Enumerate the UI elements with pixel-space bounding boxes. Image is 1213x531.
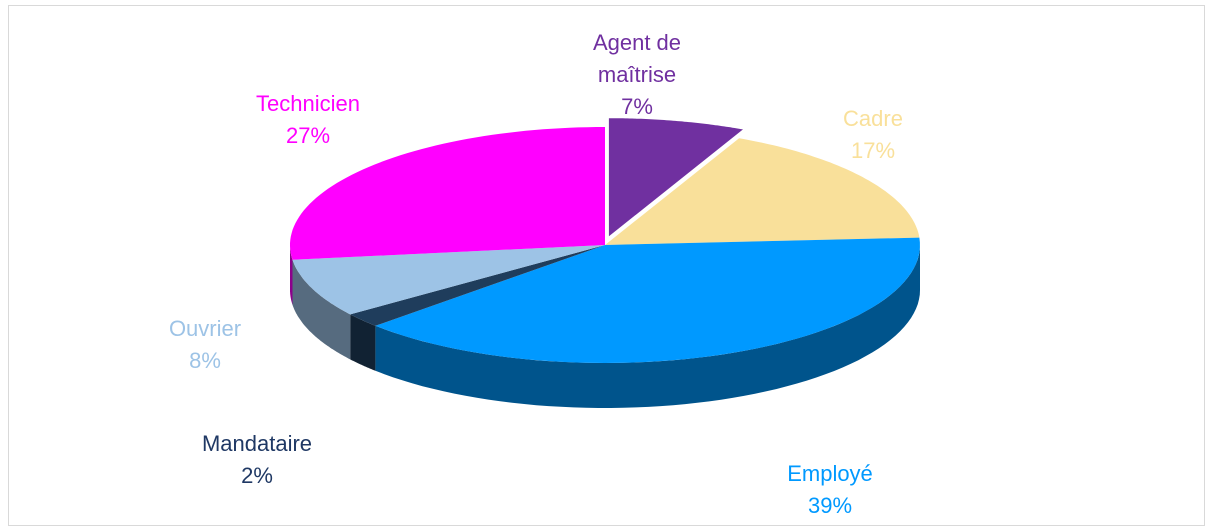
slice-label: Cadre 17% bbox=[813, 103, 933, 167]
value-label: 2% bbox=[241, 463, 273, 488]
slice-label: Mandataire 2% bbox=[177, 428, 337, 492]
slice bbox=[350, 245, 605, 326]
category-name: Ouvrier bbox=[168, 316, 242, 341]
value-label: 8% bbox=[189, 348, 221, 373]
slice bbox=[605, 138, 920, 245]
category-name: Agent de maîtrise bbox=[592, 30, 682, 87]
value-label: 27% bbox=[285, 123, 331, 148]
slice-side bbox=[290, 245, 293, 305]
category-name: Mandataire bbox=[201, 431, 313, 456]
slice-side bbox=[350, 314, 376, 371]
slice-side bbox=[292, 259, 351, 360]
slice-label: Technicien 27% bbox=[228, 88, 388, 152]
value-label: 17% bbox=[850, 138, 896, 163]
value-label: 39% bbox=[807, 493, 853, 518]
category-name: Employé bbox=[787, 461, 873, 486]
slice bbox=[608, 118, 743, 237]
slice-label: Ouvrier 8% bbox=[145, 313, 265, 377]
value-label: 7% bbox=[621, 94, 653, 119]
slice-label: Employé 39% bbox=[760, 458, 900, 522]
slice bbox=[292, 245, 605, 315]
slice bbox=[375, 237, 920, 363]
slice bbox=[290, 127, 605, 260]
slice-side bbox=[375, 245, 920, 408]
category-name: Technicien bbox=[256, 91, 360, 116]
slice-label: Agent de maîtrise 7% bbox=[562, 27, 712, 123]
category-name: Cadre bbox=[843, 106, 903, 131]
